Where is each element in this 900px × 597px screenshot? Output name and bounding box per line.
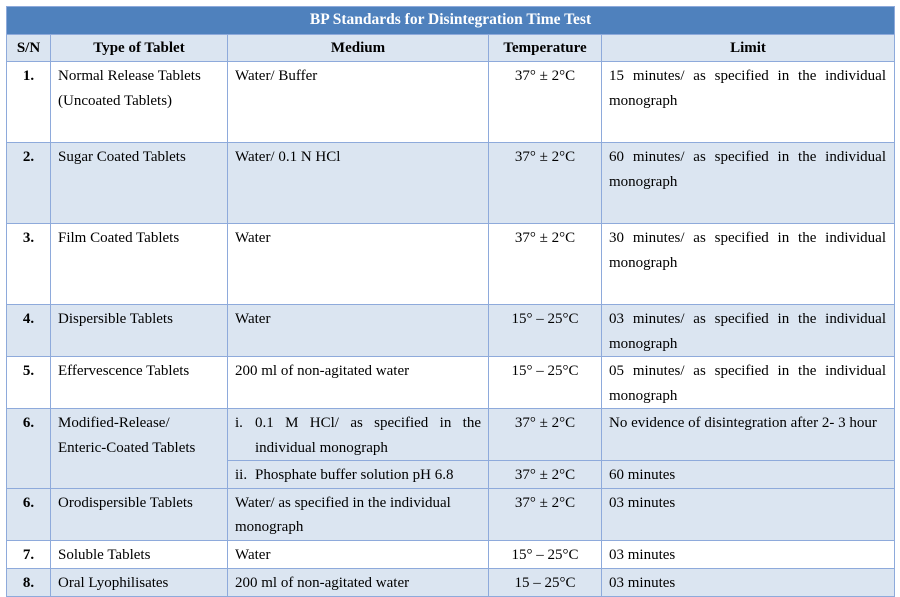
row-temperature: 37° ± 2°C [488, 408, 602, 461]
table-row: 2. Sugar Coated Tablets Water/ 0.1 N HCl… [6, 142, 896, 224]
row-medium: 200 ml of non-agitated water [227, 356, 489, 409]
row-limit: 05 minutes/ as specified in the individu… [600, 356, 896, 409]
row-limit: 15 minutes/ as specified in the individu… [600, 61, 896, 143]
table-row: 3. Film Coated Tablets Water 37° ± 2°C 3… [6, 223, 896, 305]
row-medium: Water/ as specified in the individual mo… [227, 487, 489, 541]
row-limit: 03 minutes [600, 487, 896, 541]
row-limit: 03 minutes/ as specified in the individu… [600, 304, 896, 357]
row-type: Effervescence Tablets [50, 356, 228, 409]
row-temperature: 37° ± 2°C [488, 487, 602, 541]
row-sn: 7. [6, 539, 51, 569]
row-temperature: 15° – 25°C [488, 539, 602, 569]
row-type: Film Coated Tablets [50, 223, 228, 305]
row-sn: 8. [6, 567, 51, 597]
row-sn: 2. [6, 142, 51, 224]
row-medium: Water/ Buffer [227, 61, 489, 143]
row-temperature: 37° ± 2°C [488, 460, 602, 489]
row-medium: Water [227, 223, 489, 305]
row-type: Soluble Tablets [50, 539, 228, 569]
row-sn: 6. [6, 487, 51, 541]
row-medium: Water/ 0.1 N HCl [227, 142, 489, 224]
row-temperature: 15° – 25°C [488, 304, 602, 357]
header-temperature: Temperature [488, 34, 602, 62]
row-limit: 60 minutes [600, 460, 896, 489]
row-temperature: 15° – 25°C [488, 356, 602, 409]
header-type: Type of Tablet [50, 34, 228, 62]
row-medium: 200 ml of non-agitated water [227, 567, 489, 597]
table-row: 1. Normal Release Tablets (Uncoated Tabl… [6, 61, 896, 143]
row-type: Orodispersible Tablets [50, 487, 228, 541]
disintegration-standards-table: BP Standards for Disintegration Time Tes… [5, 6, 896, 597]
row-temperature: 37° ± 2°C [488, 142, 602, 224]
table-title: BP Standards for Disintegration Time Tes… [5, 6, 896, 35]
row-medium-sub-1: i. 0.1 M HCl/ as specified in the individ… [227, 408, 489, 461]
row-temperature: 37° ± 2°C [488, 61, 602, 143]
row-type: Modified-Release/ Enteric-Coated Tablets [50, 408, 228, 489]
row-sn: 5. [6, 356, 51, 409]
row-medium: Water [227, 304, 489, 357]
table-row: 6. Modified-Release/ Enteric-Coated Tabl… [6, 408, 896, 489]
row-limit: 03 minutes [600, 567, 896, 597]
header-limit: Limit [600, 34, 896, 62]
row-sn: 6. [6, 408, 51, 489]
row-medium-sub-2: ii. Phosphate buffer solution pH 6.8 [227, 460, 489, 489]
row-temperature: 15 – 25°C [488, 567, 602, 597]
table-row: 5. Effervescence Tablets 200 ml of non-a… [6, 356, 896, 409]
row-type: Oral Lyophilisates [50, 567, 228, 597]
sub-number: i. [235, 415, 243, 431]
table-row: 8. Oral Lyophilisates 200 ml of non-agit… [6, 567, 896, 597]
row-sn: 4. [6, 304, 51, 357]
row-limit: 60 minutes/ as specified in the individu… [600, 142, 896, 224]
table-row: ii. Phosphate buffer solution pH 6.8 37° … [7, 460, 896, 489]
row-type: Normal Release Tablets (Uncoated Tablets… [50, 61, 228, 143]
header-sn: S/N [6, 34, 51, 62]
disintegration-standards-table-wrapper: BP Standards for Disintegration Time Tes… [5, 6, 896, 597]
row-medium: Water [227, 539, 489, 569]
row-sn: 3. [6, 223, 51, 305]
sub-medium: 0.1 M HCl/ as specified in the individua… [255, 415, 481, 456]
sub-number: ii. [235, 467, 248, 483]
sub-medium: Phosphate buffer solution pH 6.8 [255, 467, 454, 483]
header-medium: Medium [227, 34, 489, 62]
table-row: 4. Dispersible Tablets Water 15° – 25°C … [6, 304, 896, 357]
row-type: Sugar Coated Tablets [50, 142, 228, 224]
row-limit: 30 minutes/ as specified in the individu… [600, 223, 896, 305]
table-row: 6. Orodispersible Tablets Water/ as spec… [6, 487, 896, 541]
row-temperature: 37° ± 2°C [488, 223, 602, 305]
row-limit: 03 minutes [600, 539, 896, 569]
row-type: Dispersible Tablets [50, 304, 228, 357]
table-row: 7. Soluble Tablets Water 15° – 25°C 03 m… [6, 539, 896, 569]
row-limit: No evidence of disintegration after 2- 3… [600, 408, 896, 461]
row-sn: 1. [6, 61, 51, 143]
